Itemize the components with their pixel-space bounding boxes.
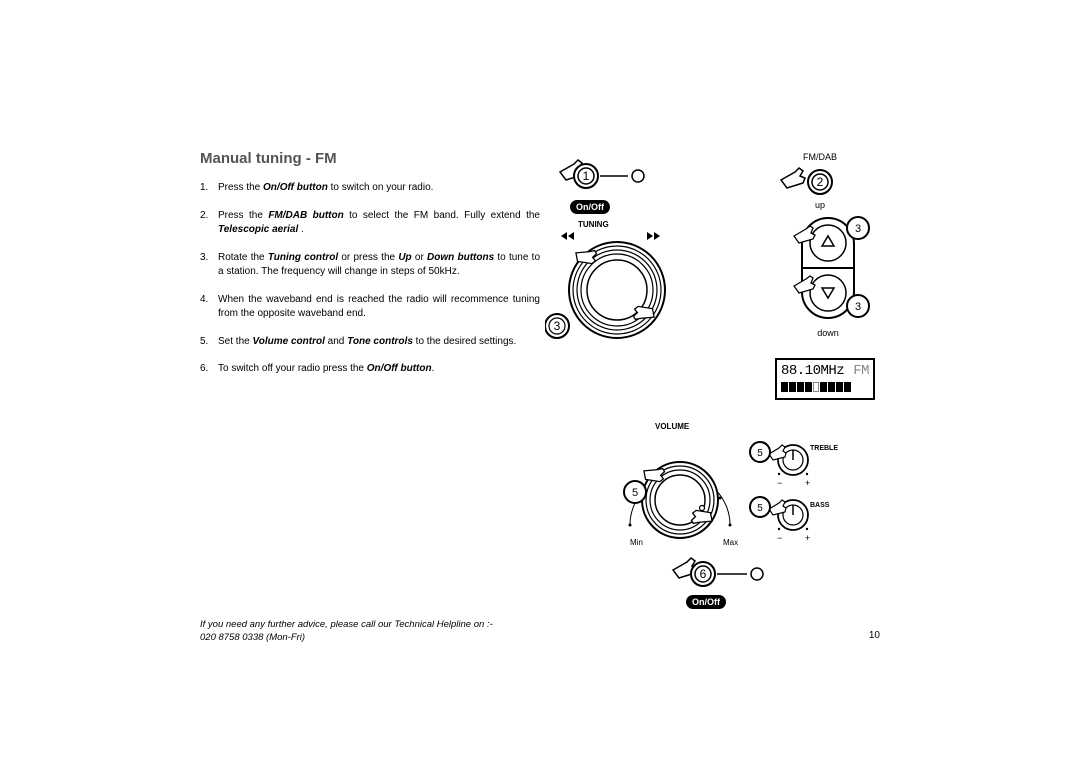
onoff-label-2: On/Off [686,595,726,609]
svg-text:−: − [777,533,782,543]
onoff-label-1: On/Off [570,200,610,214]
lcd-signal-bars [781,382,869,392]
footer-line-1: If you need any further advice, please c… [200,618,493,631]
diagram-step3-tuning: 3 [545,228,695,348]
down-label: down [817,328,839,338]
footer-line-2: 020 8758 0338 (Mon-Fri) [200,631,493,644]
callout-6: 6 [700,567,707,581]
callout-5b: 5 [757,448,763,459]
diagram-step3-updown: 3 3 down [772,210,872,350]
instruction-item: 1.Press the On/Off button to switch on y… [200,181,540,196]
lcd-frequency: 88.10MHz [781,363,844,379]
callout-5c: 5 [757,503,763,514]
lcd-display: 88.10MHz FM [775,358,875,400]
max-label: Max [723,538,738,547]
callout-2: 2 [817,175,824,189]
treble-label: TREBLE [810,445,838,452]
instruction-item: 6.To switch off your radio press the On/… [200,362,540,377]
instruction-item: 5.Set the Volume control and Tone contro… [200,335,540,350]
instruction-item: 3.Rotate the Tuning control or press the… [200,251,540,280]
callout-5a: 5 [632,487,638,499]
instruction-item: 2.Press the FM/DAB button to select the … [200,209,540,238]
callout-3a: 3 [554,319,561,333]
callout-3b: 3 [855,223,861,235]
bass-label: BASS [810,502,830,509]
svg-text:+: + [805,533,810,543]
fmdab-label: FM/DAB [803,152,837,162]
instruction-item: 4.When the waveband end is reached the r… [200,293,540,322]
lcd-band: FM [853,363,869,379]
svg-text:−: − [777,478,782,488]
page-number: 10 [869,630,880,641]
callout-3c: 3 [855,301,861,313]
footer-help: If you need any further advice, please c… [200,618,493,645]
diagram-area: 1 On/Off FM/DAB 2 up TUNING 3 [550,150,890,620]
instruction-list: 1.Press the On/Off button to switch on y… [200,181,540,377]
up-label: up [815,200,825,210]
min-label: Min [630,538,643,547]
callout-1: 1 [583,169,590,183]
diagram-step5-volume: 5 Min Max TREBLE 5 − + BASS 5 − + [605,430,885,550]
svg-text:+: + [805,478,810,488]
